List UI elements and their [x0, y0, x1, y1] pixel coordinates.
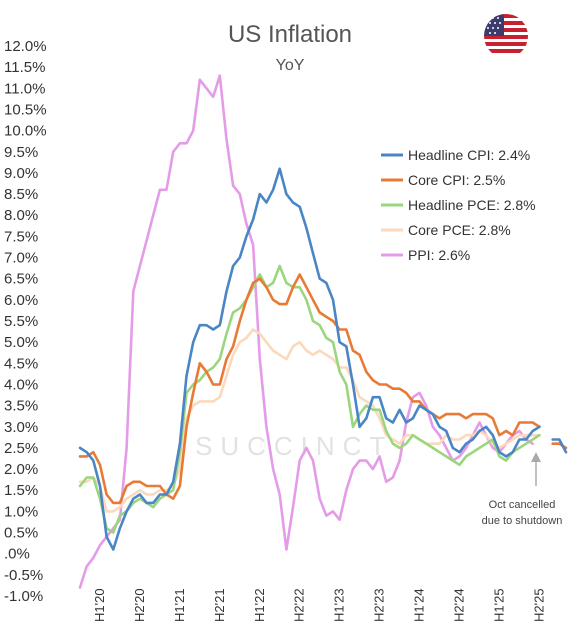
y-tick-label: 7.5%: [4, 228, 38, 245]
x-tick-label: H2'23: [372, 588, 387, 622]
legend-label: Core PCE: 2.8%: [408, 222, 511, 238]
y-tick-label: 2.0%: [4, 461, 38, 478]
legend: Headline CPI: 2.4% Core CPI: 2.5% Headline…: [381, 147, 536, 263]
y-tick-label: 9.5%: [4, 144, 38, 161]
x-tick-label: H1'21: [172, 588, 187, 622]
chart-title: US Inflation: [228, 21, 352, 48]
series-line-3: [78, 328, 541, 513]
chart-subtitle: YoY: [276, 57, 305, 74]
y-tick-label: 6.0%: [4, 292, 38, 309]
y-tick-label: 10.5%: [4, 101, 47, 118]
legend-label: Core CPI: 2.5%: [408, 172, 505, 188]
y-tick-label: 7.0%: [4, 250, 38, 267]
x-tick-label: H2'25: [531, 588, 546, 622]
x-tick-label: H1'22: [252, 588, 267, 622]
y-tick-label: 6.5%: [4, 271, 38, 288]
legend-label: Headline PCE: 2.8%: [408, 197, 536, 213]
y-tick-label: 1.0%: [4, 503, 38, 520]
y-tick-label: 3.0%: [4, 419, 38, 436]
y-tick-label: 5.0%: [4, 334, 38, 351]
watermark: SUCCINCT: [195, 431, 393, 461]
y-tick-label: 0.5%: [4, 525, 38, 542]
series-line-0: [78, 167, 568, 551]
legend-label: PPI: 2.6%: [408, 247, 470, 263]
y-tick-label: 2.5%: [4, 440, 38, 457]
series-line-2: [78, 264, 541, 534]
x-tick-label: H1'20: [92, 588, 107, 622]
y-tick-label: -1.0%: [4, 588, 43, 605]
y-tick-label: 12.0%: [4, 38, 47, 55]
x-tick-label: H1'24: [412, 588, 427, 622]
annotation-arrowhead: [531, 452, 541, 462]
y-tick-label: 11.5%: [4, 59, 45, 76]
y-tick-label: 11.0%: [4, 80, 45, 97]
y-tick-label: 10.0%: [4, 123, 47, 140]
series-line-1: [78, 273, 568, 505]
x-axis: H1'20 H2'20 H1'21 H2'21 H1'22 H2'22 H1'23 H2'23…: [92, 588, 546, 622]
y-tick-label: 8.0%: [4, 207, 38, 224]
annotation: Oct cancelled due to shutdown: [482, 452, 563, 527]
y-axis: 12.0% 11.5% 11.0% 10.5% 10.0% 9.5% 9.0% 8.5% 8.0…: [4, 38, 47, 605]
plot-area: [78, 74, 568, 589]
annotation-line-2: due to shutdown: [482, 515, 563, 527]
y-tick-label: 1.5%: [4, 482, 38, 499]
y-tick-label: 4.0%: [4, 376, 38, 393]
annotation-line-1: Oct cancelled: [489, 499, 556, 511]
us-flag-icon: [484, 14, 528, 58]
y-tick-label: .0%: [4, 546, 30, 563]
x-tick-label: H1'25: [491, 588, 506, 622]
legend-label: Headline CPI: 2.4%: [408, 147, 530, 163]
x-tick-label: H2'20: [132, 588, 147, 622]
y-tick-label: 8.5%: [4, 186, 38, 203]
y-tick-label: 4.5%: [4, 355, 38, 372]
y-tick-label: -0.5%: [4, 567, 43, 584]
y-tick-label: 3.5%: [4, 398, 38, 415]
x-tick-label: H1'23: [332, 588, 347, 622]
series-line-4: [78, 74, 534, 589]
x-tick-label: H2'21: [212, 588, 227, 622]
x-tick-label: H2'24: [451, 588, 466, 622]
y-tick-label: 9.0%: [4, 165, 38, 182]
y-tick-label: 5.5%: [4, 313, 38, 330]
x-tick-label: H2'22: [292, 588, 307, 622]
